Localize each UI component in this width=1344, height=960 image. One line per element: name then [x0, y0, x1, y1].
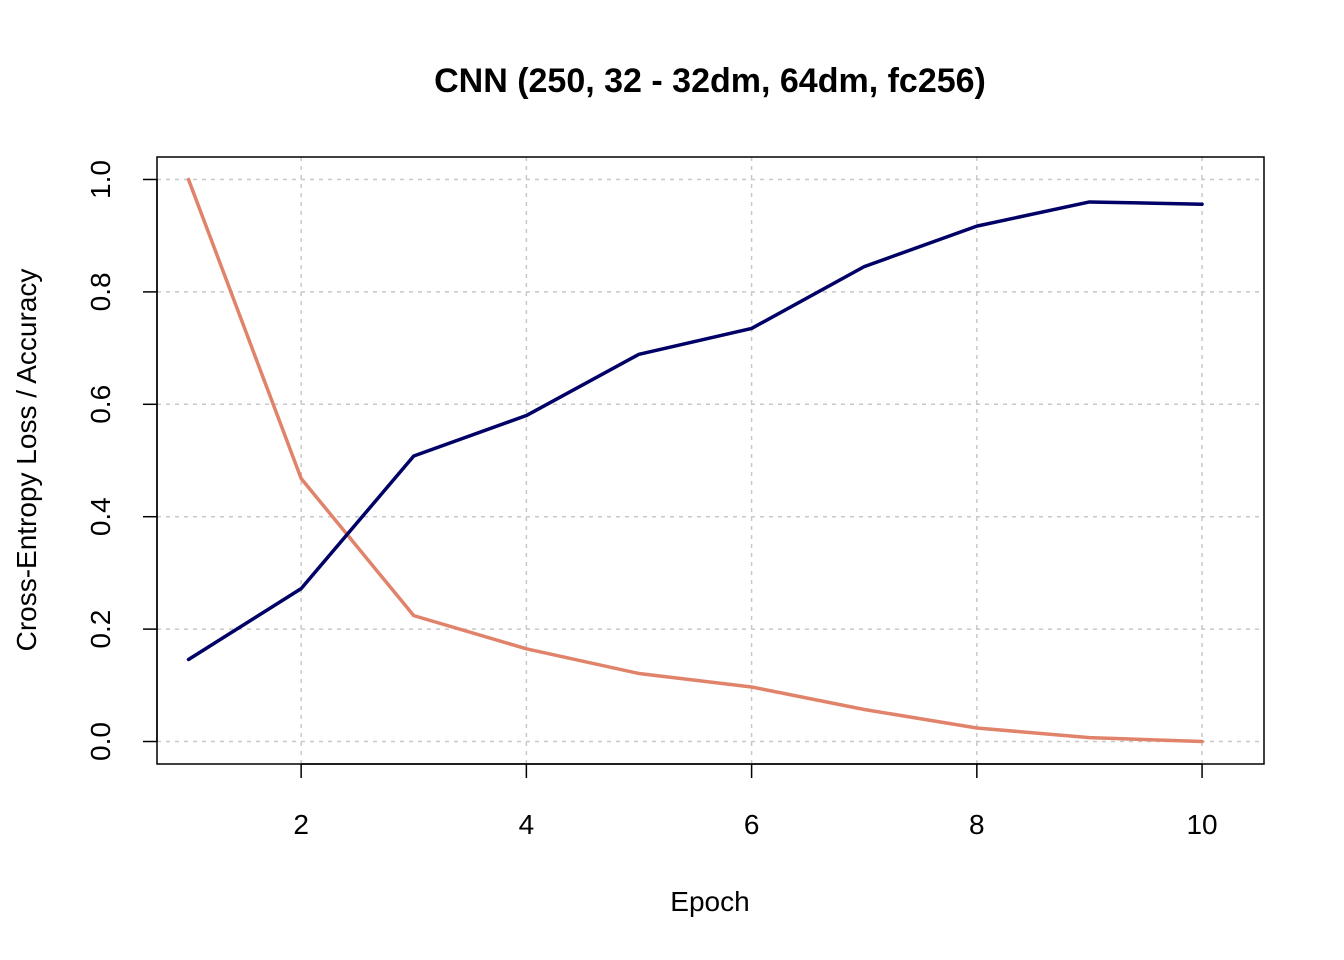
x-tick-label: 2 — [293, 809, 309, 840]
series-line-1 — [186, 177, 1204, 744]
x-tick-label: 10 — [1186, 809, 1217, 840]
y-tick-label: 1.0 — [85, 160, 116, 199]
x-axis: 2 4 6 8 10 — [293, 763, 1218, 840]
series-group — [186, 177, 1204, 744]
y-tick-label: 0.6 — [85, 385, 116, 424]
x-tick-label: 4 — [519, 809, 535, 840]
grid — [157, 157, 1264, 764]
x-tick-label: 6 — [744, 809, 760, 840]
y-tick-label: 0.0 — [85, 722, 116, 761]
y-tick-label: 0.4 — [85, 497, 116, 536]
y-axis: 0.0 0.2 0.4 0.6 0.8 1.0 — [85, 160, 158, 761]
y-axis-label: Cross-Entropy Loss / Accuracy — [11, 269, 42, 652]
x-axis-label: Epoch — [670, 886, 749, 917]
plot-frame — [156, 156, 1265, 765]
series-line-2 — [186, 200, 1204, 662]
chart-title: CNN (250, 32 - 32dm, 64dm, fc256) — [434, 62, 986, 100]
y-tick-label: 0.2 — [85, 610, 116, 649]
x-tick-label: 8 — [969, 809, 985, 840]
y-tick-label: 0.8 — [85, 272, 116, 311]
